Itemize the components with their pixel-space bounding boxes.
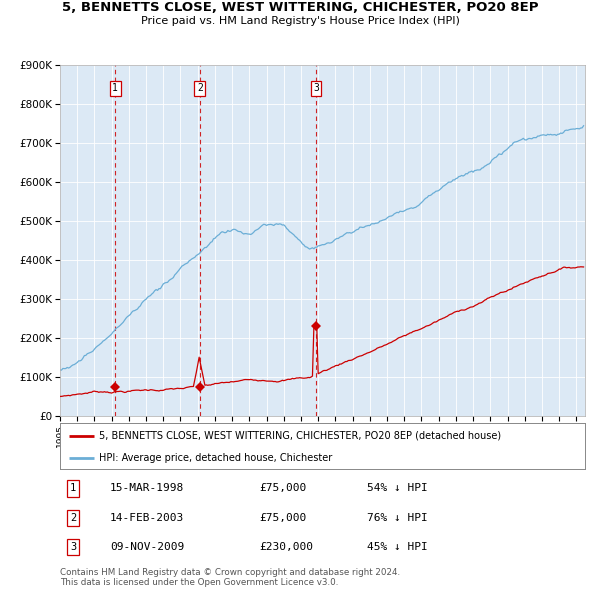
Text: 76% ↓ HPI: 76% ↓ HPI [367, 513, 428, 523]
Text: HPI: Average price, detached house, Chichester: HPI: Average price, detached house, Chic… [100, 453, 332, 463]
Text: £230,000: £230,000 [260, 542, 314, 552]
Text: 3: 3 [313, 83, 319, 93]
Text: £75,000: £75,000 [260, 513, 307, 523]
Text: Price paid vs. HM Land Registry's House Price Index (HPI): Price paid vs. HM Land Registry's House … [140, 16, 460, 26]
Text: 5, BENNETTS CLOSE, WEST WITTERING, CHICHESTER, PO20 8EP: 5, BENNETTS CLOSE, WEST WITTERING, CHICH… [62, 1, 538, 14]
Text: 3: 3 [70, 542, 76, 552]
Text: 2: 2 [70, 513, 76, 523]
Text: Contains HM Land Registry data © Crown copyright and database right 2024.
This d: Contains HM Land Registry data © Crown c… [60, 568, 400, 587]
Text: 1: 1 [70, 483, 76, 493]
Text: 1: 1 [112, 83, 118, 93]
Text: £75,000: £75,000 [260, 483, 307, 493]
Text: 2: 2 [197, 83, 203, 93]
Text: 54% ↓ HPI: 54% ↓ HPI [367, 483, 428, 493]
Text: 5, BENNETTS CLOSE, WEST WITTERING, CHICHESTER, PO20 8EP (detached house): 5, BENNETTS CLOSE, WEST WITTERING, CHICH… [100, 431, 502, 441]
Text: 45% ↓ HPI: 45% ↓ HPI [367, 542, 428, 552]
Text: 15-MAR-1998: 15-MAR-1998 [110, 483, 184, 493]
Text: 09-NOV-2009: 09-NOV-2009 [110, 542, 184, 552]
Text: 14-FEB-2003: 14-FEB-2003 [110, 513, 184, 523]
